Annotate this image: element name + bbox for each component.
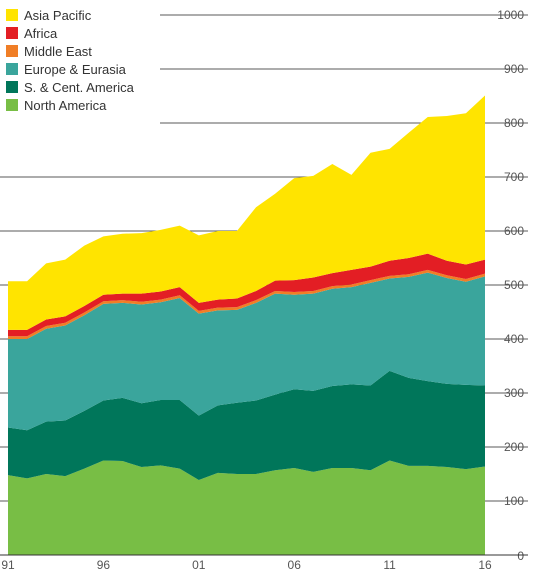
area-africa [8, 253, 485, 337]
x-tick-label: 06 [288, 558, 302, 572]
legend-label: Asia Pacific [24, 7, 92, 23]
y-tick-label: 800 [504, 116, 524, 130]
y-axis-ticks: 0 100 200 300 400 500 600 700 800 900 1000 [497, 8, 524, 563]
legend-item: North America [6, 96, 134, 114]
legend-label: Africa [24, 25, 58, 41]
legend-item: Africa [6, 24, 134, 42]
legend-swatch [6, 81, 18, 93]
x-tick-label: 91 [1, 558, 15, 572]
area-europe-eurasia [8, 272, 485, 431]
y-tick-label: 0 [517, 549, 524, 563]
y-tick-label: 600 [504, 224, 524, 238]
y-tick-label: 500 [504, 278, 524, 292]
legend-swatch [6, 63, 18, 75]
y-tick-label: 100 [504, 494, 524, 508]
y-tick-label: 700 [504, 170, 524, 184]
legend: Asia Pacific Africa Middle East Europe & Eu… [6, 6, 134, 114]
x-tick-label: 11 [383, 558, 396, 572]
y-tick-label: 1000 [497, 8, 524, 22]
area-asia-pacific [8, 95, 485, 330]
legend-item: Asia Pacific [6, 6, 134, 24]
y-tick-label: 400 [504, 332, 524, 346]
x-tick-label: 16 [478, 558, 492, 572]
legend-item: Middle East [6, 42, 134, 60]
area-s-cent-america [8, 370, 485, 480]
y-tick-label: 200 [504, 440, 524, 454]
legend-label: Middle East [24, 43, 92, 59]
legend-item: Europe & Eurasia [6, 60, 134, 78]
y-tick-label: 300 [504, 386, 524, 400]
x-tick-label: 01 [192, 558, 206, 572]
legend-swatch [6, 9, 18, 21]
legend-swatch [6, 45, 18, 57]
legend-label: Europe & Eurasia [24, 61, 126, 77]
y-tick-label: 900 [504, 62, 524, 76]
area-middle-east [8, 269, 485, 339]
x-tick-label: 96 [97, 558, 111, 572]
legend-label: S. & Cent. America [24, 79, 134, 95]
x-axis-ticks: 91 96 01 06 11 16 [1, 558, 492, 572]
legend-item: S. & Cent. America [6, 78, 134, 96]
area-north-america [8, 460, 485, 555]
legend-swatch [6, 27, 18, 39]
area-layers [8, 95, 485, 555]
legend-swatch [6, 99, 18, 111]
legend-label: North America [24, 97, 107, 113]
